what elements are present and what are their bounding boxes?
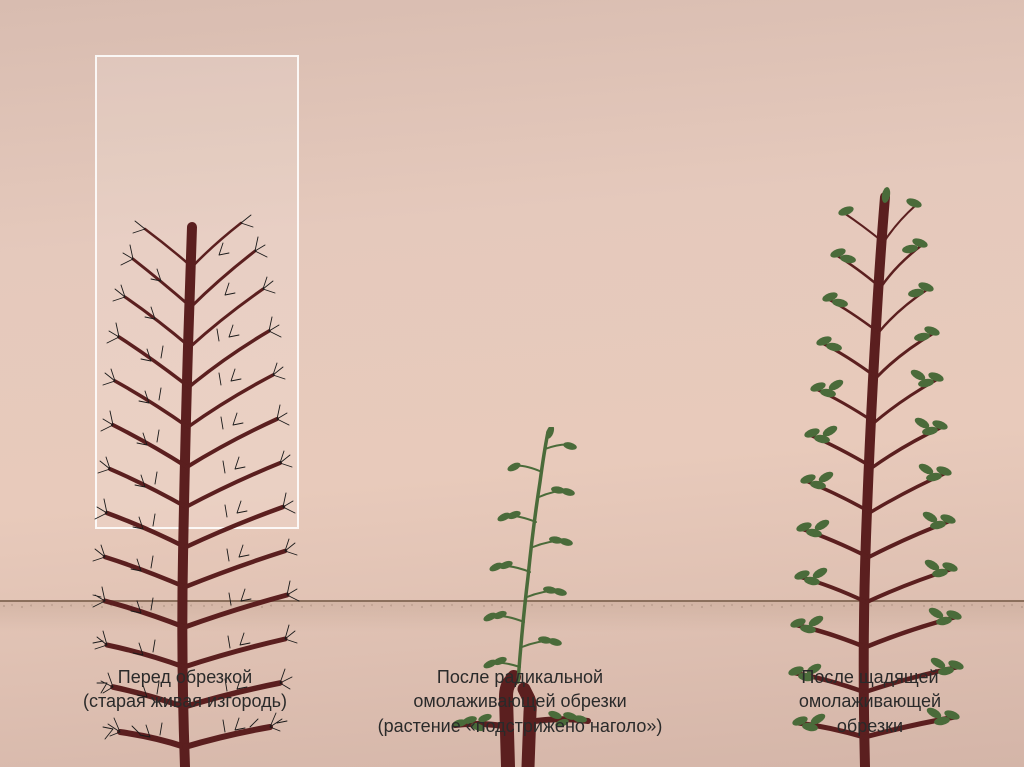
caption-radical-line1: После радикальной <box>437 667 603 687</box>
caption-gentle-line2: омолаживающей <box>799 691 941 711</box>
caption-radical: После радикальной омолаживающей обрезки … <box>370 665 670 738</box>
caption-before: Перед обрезкой (старая живая изгородь) <box>35 665 335 714</box>
caption-before-line1: Перед обрезкой <box>118 667 252 687</box>
caption-gentle-line3: обрезки <box>837 716 903 736</box>
caption-before-line2: (старая живая изгородь) <box>83 691 287 711</box>
caption-gentle-line1: После щадящей <box>801 667 938 687</box>
caption-gentle: После щадящей омолаживающей обрезки <box>720 665 1020 738</box>
caption-radical-line3: (растение «подстрижено наголо») <box>378 716 663 736</box>
caption-radical-line2: омолаживающей обрезки <box>413 691 626 711</box>
